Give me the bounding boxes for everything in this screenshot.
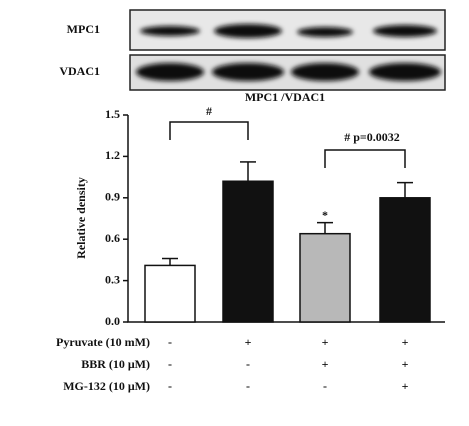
bar [222, 180, 274, 323]
treatment-label: MG-132 (10 μM) [63, 379, 150, 393]
treatment-label: BBR (10 μM) [81, 357, 150, 371]
annotation: # [206, 104, 212, 118]
bracket [169, 121, 249, 140]
y-tick-label: 0.6 [105, 231, 120, 245]
treatment-mark: + [402, 335, 409, 349]
y-axis-label: Relative density [74, 177, 88, 259]
treatment-mark: + [402, 357, 409, 371]
bar [299, 232, 351, 323]
treatment-mark: - [168, 357, 172, 371]
treatment-mark: - [246, 379, 250, 393]
blot-label: VDAC1 [59, 64, 100, 78]
blot-image [129, 9, 446, 91]
y-tick-label: 0.3 [105, 272, 120, 286]
treatment-mark: + [402, 379, 409, 393]
treatment-mark: + [322, 335, 329, 349]
bracket [324, 149, 406, 168]
treatment-mark: - [168, 335, 172, 349]
treatment-mark: - [246, 357, 250, 371]
y-tick-label: 0.9 [105, 190, 120, 204]
y-tick-label: 1.5 [105, 107, 120, 121]
bar [144, 264, 196, 323]
treatment-mark: - [168, 379, 172, 393]
chart-title: MPC1 /VDAC1 [245, 90, 325, 104]
y-tick-label: 0.0 [105, 314, 120, 328]
blot-label: MPC1 [67, 22, 100, 36]
annotation: * [322, 208, 328, 222]
treatment-mark: - [323, 379, 327, 393]
bar [379, 197, 431, 323]
treatment-mark: + [322, 357, 329, 371]
annotation: # p=0.0032 [344, 130, 400, 144]
treatment-label: Pyruvate (10 mM) [56, 335, 150, 349]
y-tick-label: 1.2 [105, 148, 120, 162]
treatment-mark: + [245, 335, 252, 349]
